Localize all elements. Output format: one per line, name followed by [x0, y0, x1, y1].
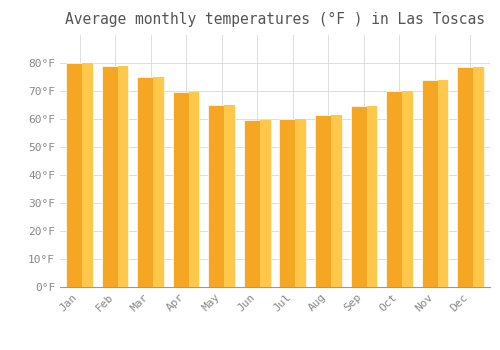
Bar: [208, 105, 235, 287]
Bar: [66, 63, 93, 287]
Bar: [224, 105, 235, 287]
Bar: [102, 66, 128, 287]
Bar: [315, 115, 342, 287]
Bar: [280, 119, 306, 287]
Title: Average monthly temperatures (°F ) in Las Toscas: Average monthly temperatures (°F ) in La…: [65, 12, 485, 27]
Bar: [473, 67, 484, 287]
Bar: [138, 77, 164, 287]
Bar: [457, 67, 484, 287]
Bar: [422, 80, 448, 287]
Bar: [350, 106, 377, 287]
Bar: [118, 66, 128, 287]
Bar: [386, 91, 412, 287]
Bar: [154, 77, 164, 287]
Bar: [189, 92, 200, 287]
Bar: [82, 63, 93, 287]
Bar: [260, 120, 270, 287]
Bar: [244, 120, 270, 287]
Bar: [438, 80, 448, 287]
Bar: [331, 115, 342, 287]
Bar: [402, 91, 412, 287]
Bar: [366, 106, 377, 287]
Bar: [173, 92, 200, 287]
Bar: [296, 119, 306, 287]
